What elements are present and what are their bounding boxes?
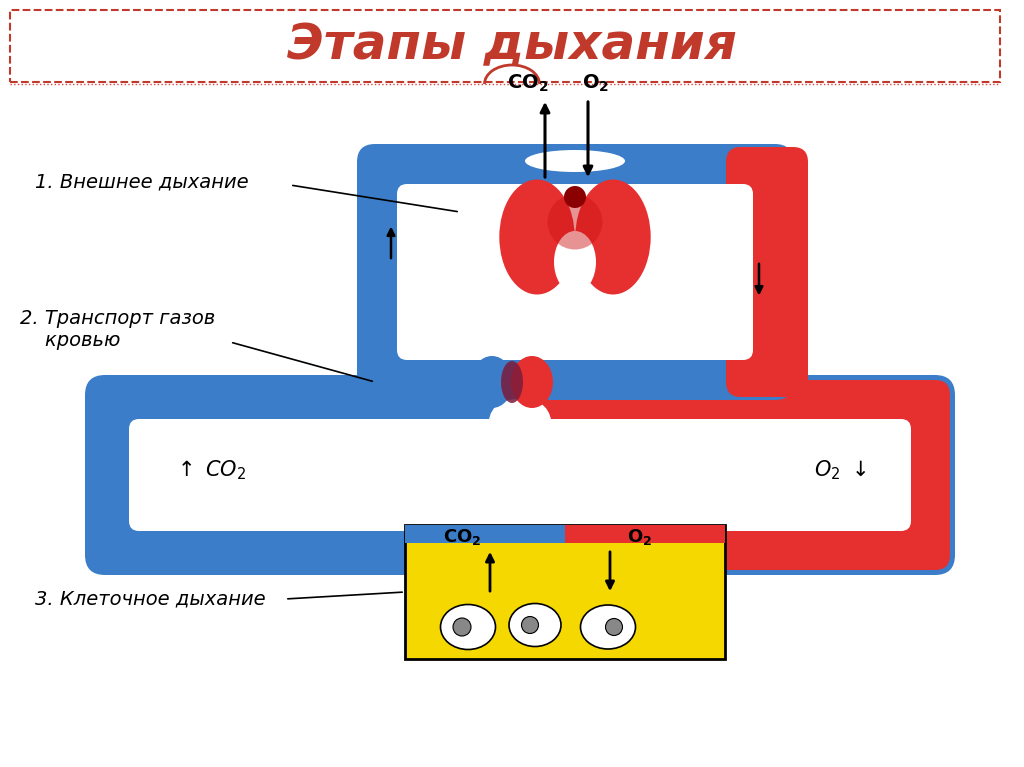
FancyBboxPatch shape (129, 419, 911, 531)
Text: $O_2$ $\downarrow$: $O_2$ $\downarrow$ (814, 458, 866, 482)
Text: 3. Клеточное дыхание: 3. Клеточное дыхание (35, 590, 265, 608)
Ellipse shape (501, 361, 523, 403)
Ellipse shape (453, 618, 471, 636)
Bar (565, 525, 725, 543)
FancyBboxPatch shape (397, 184, 753, 360)
Ellipse shape (564, 186, 586, 208)
Text: $\mathbf{O_2}$: $\mathbf{O_2}$ (628, 527, 652, 547)
Ellipse shape (548, 195, 602, 249)
FancyBboxPatch shape (85, 375, 955, 575)
FancyBboxPatch shape (514, 423, 907, 527)
FancyBboxPatch shape (505, 380, 950, 570)
Ellipse shape (471, 356, 513, 408)
Ellipse shape (511, 356, 553, 408)
FancyBboxPatch shape (357, 144, 793, 400)
Text: $\mathbf{CO_2}$: $\mathbf{CO_2}$ (442, 527, 481, 547)
Text: 1. Внешнее дыхание: 1. Внешнее дыхание (35, 173, 249, 192)
Bar (10, 10, 1000, 82)
Bar (406, 525, 725, 659)
Ellipse shape (554, 231, 596, 293)
FancyBboxPatch shape (726, 147, 808, 397)
FancyBboxPatch shape (737, 192, 753, 352)
Ellipse shape (509, 604, 561, 647)
Text: $\uparrow$ $CO_2$: $\uparrow$ $CO_2$ (173, 458, 247, 482)
Text: $\mathbf{CO_2}$: $\mathbf{CO_2}$ (507, 73, 549, 94)
Ellipse shape (581, 605, 636, 649)
Ellipse shape (500, 179, 574, 295)
Text: Этапы дыхания: Этапы дыхания (287, 21, 737, 69)
Ellipse shape (521, 617, 539, 634)
Text: $\mathbf{O_2}$: $\mathbf{O_2}$ (583, 73, 609, 94)
FancyBboxPatch shape (488, 399, 552, 551)
Ellipse shape (575, 179, 650, 295)
Ellipse shape (605, 618, 623, 636)
Ellipse shape (440, 604, 496, 650)
Ellipse shape (525, 150, 625, 172)
Text: 2. Транспорт газов
    кровью: 2. Транспорт газов кровью (20, 308, 215, 350)
Bar (406, 525, 565, 543)
